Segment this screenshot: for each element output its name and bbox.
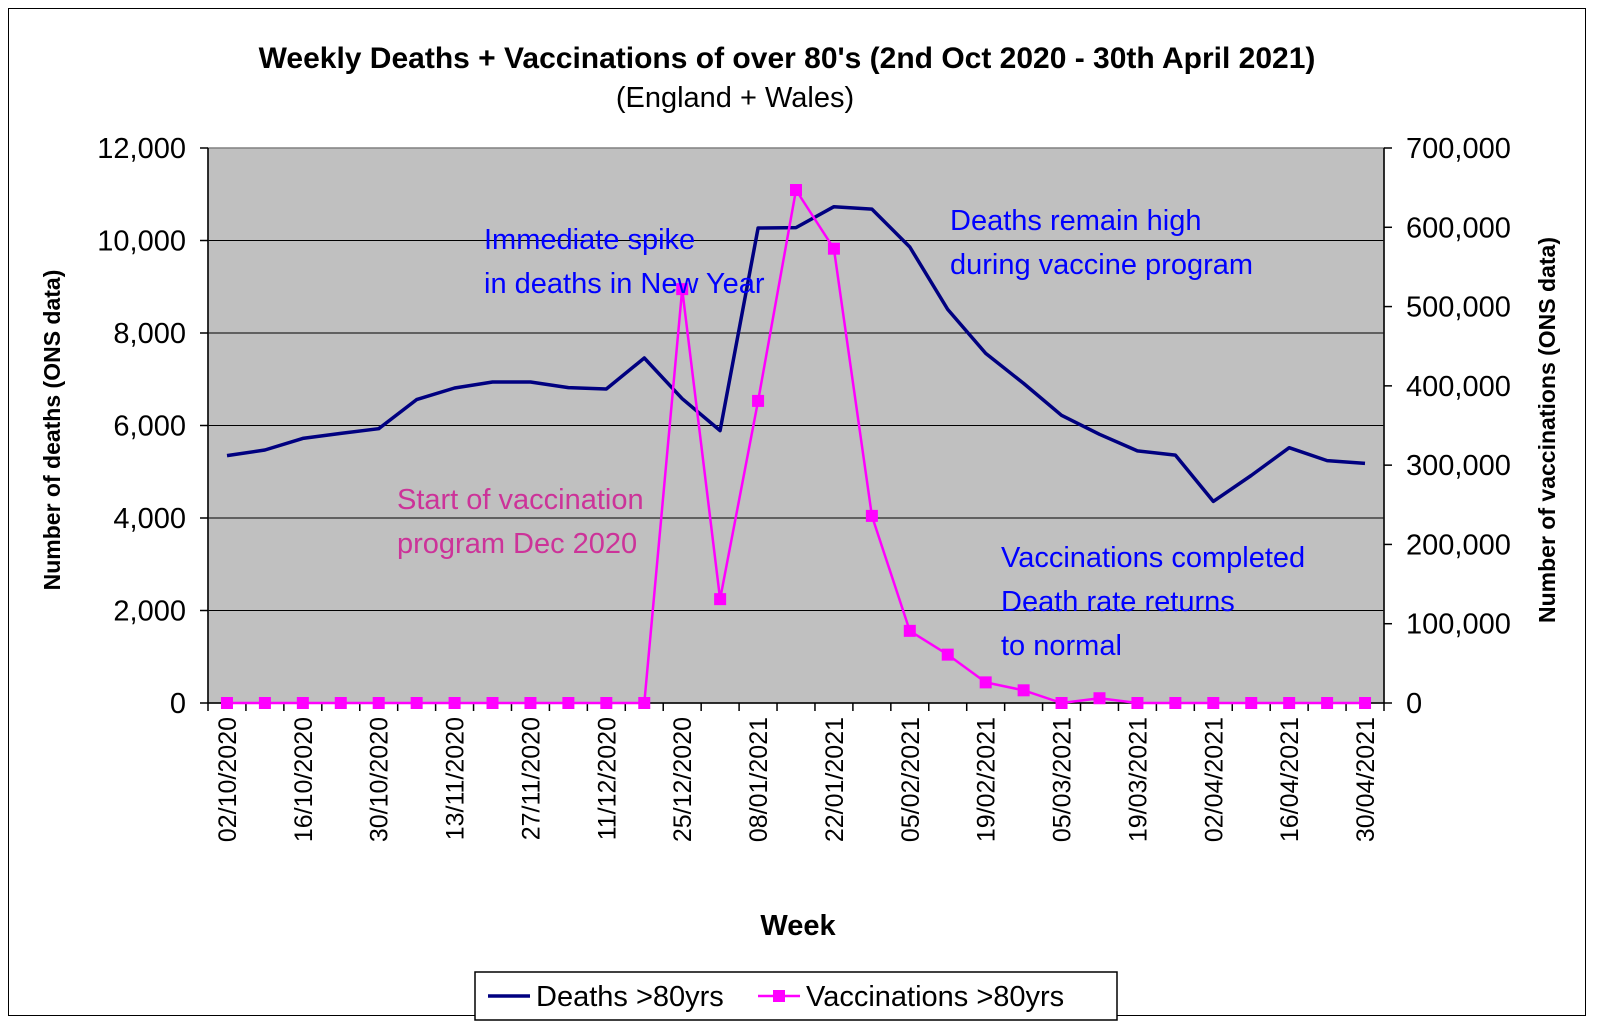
data-point	[676, 283, 689, 296]
data-point	[941, 648, 954, 661]
annotation-completed-line2: Death rate returns	[1001, 586, 1235, 618]
legend: Deaths >80yrs Vaccinations >80yrs	[474, 971, 1118, 1021]
y2-tick-label: 700,000	[1406, 133, 1511, 165]
x-tick-label: 27/11/2020	[517, 717, 545, 840]
data-point	[714, 593, 727, 606]
series-line-0	[226, 204, 1366, 504]
x-tick-label: 30/04/2021	[1352, 717, 1380, 842]
x-tick-labels: 02/10/2020 16/10/2020 30/10/2020 13/11/2020…	[207, 703, 1385, 842]
y-tick-label: 6,000	[113, 411, 186, 443]
y2-tick-label: 100,000	[1406, 609, 1511, 641]
y2-tick-label: 400,000	[1406, 371, 1511, 403]
legend-deaths-label: Deaths >80yrs	[536, 981, 724, 1013]
data-point	[827, 242, 840, 255]
right-tick-labels: 0 100,000 200,000 300,000 400,000 500,000 600,…	[1384, 133, 1511, 720]
x-tick-label: 30/10/2020	[366, 717, 394, 842]
data-point	[903, 624, 916, 637]
data-point	[1093, 692, 1106, 705]
data-point	[1321, 697, 1334, 709]
x-tick-label: 22/01/2021	[821, 717, 849, 842]
y2-tick-label: 300,000	[1406, 450, 1511, 482]
data-point	[524, 697, 537, 709]
x-tick-label: 02/10/2020	[214, 717, 242, 842]
x-axis-label: Week	[760, 910, 836, 942]
data-point	[638, 697, 651, 709]
y2-axis-label: Number of vaccinations (ONS data)	[1534, 237, 1560, 623]
annotation-vacc-start-line2: program Dec 2020	[397, 528, 637, 560]
x-tick-label: 02/04/2021	[1200, 717, 1228, 842]
data-point	[1055, 697, 1068, 709]
data-point	[296, 697, 309, 709]
chart-title: Weekly Deaths + Vaccinations of over 80'…	[259, 42, 1316, 75]
annotation-spike-line1: Immediate spike	[484, 224, 695, 256]
data-point	[1283, 697, 1296, 709]
x-tick-label: 16/04/2021	[1276, 717, 1304, 842]
x-tick-label: 08/01/2021	[745, 717, 773, 842]
data-point	[220, 697, 233, 709]
x-tick-label: 05/02/2021	[897, 717, 925, 842]
data-point	[372, 697, 385, 709]
x-tick-label: 05/03/2021	[1049, 717, 1077, 842]
series-layer	[220, 184, 1372, 709]
data-point	[486, 697, 499, 709]
data-point	[1131, 697, 1144, 709]
data-point	[979, 676, 992, 689]
data-point	[334, 697, 347, 709]
y-tick-label: 2,000	[113, 596, 186, 628]
y-tick-label: 4,000	[113, 503, 186, 535]
x-tick-label: 13/11/2020	[442, 717, 470, 840]
left-tick-labels: 0 2,000 4,000 6,000 8,000 10,000 12,000	[97, 133, 208, 720]
y2-tick-label: 200,000	[1406, 529, 1511, 561]
data-point	[1359, 697, 1372, 709]
y2-tick-label: 600,000	[1406, 212, 1511, 244]
y-tick-label: 12,000	[97, 133, 186, 165]
y2-tick-label: 500,000	[1406, 292, 1511, 324]
data-point	[448, 697, 461, 709]
x-tick-label: 19/02/2021	[973, 717, 1001, 842]
annotation-vacc-start-line1: Start of vaccination	[397, 484, 644, 516]
y2-tick-label: 0	[1406, 688, 1422, 720]
data-point	[1245, 697, 1258, 709]
annotation-completed-line3: to normal	[1001, 630, 1122, 662]
annotation-spike-line2: in deaths in New Year	[484, 268, 765, 300]
data-point	[752, 394, 765, 407]
annotations: Immediate spike in deaths in New Year De…	[397, 205, 1305, 662]
data-point	[258, 697, 271, 709]
annotation-completed-line1: Vaccinations completed	[1001, 542, 1305, 574]
legend-vacc-swatch-marker	[773, 990, 785, 1002]
x-tick-label: 16/10/2020	[290, 717, 318, 842]
data-point	[790, 184, 802, 197]
y-axis-label: Number of deaths (ONS data)	[39, 270, 65, 591]
y-tick-label: 8,000	[113, 318, 186, 350]
gridlines	[208, 240, 1384, 611]
data-point	[1207, 697, 1220, 709]
data-point	[865, 509, 878, 522]
annotation-deaths-high-line1: Deaths remain high	[950, 205, 1201, 237]
data-point	[600, 697, 613, 709]
chart-subtitle: (England + Wales)	[616, 82, 854, 114]
data-point	[1017, 684, 1030, 697]
data-point	[1169, 697, 1182, 709]
x-tick-label: 11/12/2020	[593, 717, 621, 840]
x-tick-label: 25/12/2020	[669, 717, 697, 842]
y-tick-label: 10,000	[97, 226, 186, 258]
legend-vacc-label: Vaccinations >80yrs	[806, 981, 1064, 1013]
x-tick-label: 19/03/2021	[1124, 717, 1152, 842]
y-tick-label: 0	[170, 688, 186, 720]
annotation-deaths-high-line2: during vaccine program	[950, 249, 1253, 281]
data-point	[410, 697, 423, 709]
data-point	[562, 697, 575, 709]
